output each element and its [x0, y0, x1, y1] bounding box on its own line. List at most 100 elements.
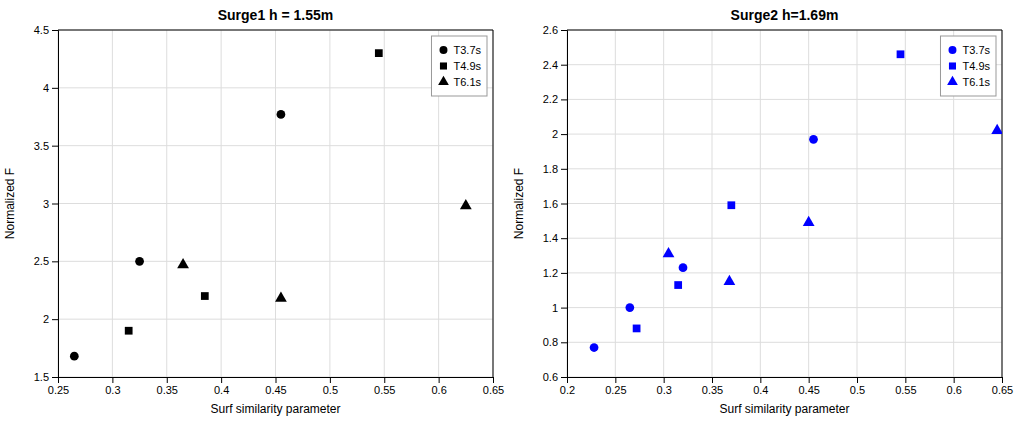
grid-line — [58, 87, 493, 88]
point — [663, 247, 675, 257]
point — [375, 49, 383, 57]
point — [590, 343, 599, 352]
tick: 2.2 — [543, 93, 567, 105]
legend-label: T3.7s — [453, 44, 481, 56]
tick-mark — [52, 204, 58, 205]
grid-line — [567, 203, 1002, 204]
tick-label: 1.5 — [34, 371, 49, 383]
tick: 2.5 — [34, 255, 58, 267]
tick-label: 4.5 — [34, 24, 49, 36]
point — [70, 352, 79, 361]
tick-mark — [615, 377, 616, 383]
grid-line — [58, 261, 493, 262]
tick-mark — [561, 204, 567, 205]
legend-item: T4.9s — [440, 60, 482, 72]
series — [663, 124, 1002, 285]
tick-label: 2.2 — [543, 93, 558, 105]
tick-mark — [112, 377, 113, 383]
tick-label: 1.8 — [543, 163, 558, 175]
tick: 2.4 — [543, 59, 567, 71]
tick-label: 0.35 — [157, 384, 178, 396]
legend-symbol — [947, 76, 958, 85]
tick-mark — [664, 377, 665, 383]
tick-mark — [905, 377, 906, 383]
tick: 0.55 — [895, 377, 916, 396]
tick: 0.25 — [48, 377, 69, 396]
tick-mark — [561, 65, 567, 66]
point — [674, 281, 682, 289]
tick-mark — [561, 238, 567, 239]
tick-mark — [493, 377, 494, 383]
grid-line — [58, 30, 493, 31]
tick-mark — [52, 261, 58, 262]
tick-mark — [760, 377, 761, 383]
tick-label: 0.5 — [323, 384, 338, 396]
tick: 3 — [43, 198, 58, 210]
legend: T3.7sT4.9sT6.1s — [940, 36, 996, 96]
tick: 0.2 — [560, 377, 575, 396]
tick-label: 0.8 — [543, 336, 558, 348]
legend-symbol — [948, 46, 956, 54]
tick: 0.6 — [543, 371, 567, 383]
point — [679, 263, 688, 272]
point — [177, 258, 189, 268]
point — [803, 216, 815, 226]
panel: 0.20.250.30.350.40.450.50.550.60.650.60.… — [512, 7, 1013, 416]
tick-label: 2.4 — [543, 59, 558, 71]
tick: 0.5 — [850, 377, 865, 396]
axis-line — [568, 378, 1003, 384]
grid-line — [567, 342, 1002, 343]
legend: T3.7s T4.9s T6.1s — [431, 36, 487, 96]
tick-label: 0.3 — [657, 384, 672, 396]
x-axis-title: Surf similarity parameter — [719, 402, 849, 416]
tick-label: 0.55 — [895, 384, 916, 396]
tick-label: 1.4 — [543, 232, 558, 244]
tick-label: 0.6 — [947, 384, 962, 396]
point — [991, 124, 1002, 134]
frame — [567, 30, 1002, 31]
tick-label: 0.4 — [753, 384, 768, 396]
grid — [567, 30, 1002, 377]
title: Surge1 h = 1.55m — [218, 7, 334, 23]
legend-item: T6.1s — [438, 76, 481, 88]
tick-mark — [809, 377, 810, 383]
tick-label: 0.2 — [560, 384, 575, 396]
grid-line — [567, 30, 1002, 31]
tick: 0.65 — [992, 377, 1013, 396]
tick: 0.65 — [483, 377, 504, 396]
grid-line — [567, 272, 1002, 273]
y-axis: 1.522.533.544.5 — [34, 24, 59, 383]
tick-label: 0.5 — [850, 384, 865, 396]
tick-label: 0.6 — [431, 384, 446, 396]
x-axis: 0.20.250.30.350.40.450.50.550.60.65 — [560, 377, 1013, 396]
plot-area — [70, 49, 472, 360]
grid — [58, 30, 493, 377]
tick-label: 0.65 — [992, 384, 1013, 396]
grid-line — [1002, 30, 1003, 377]
tick-label: 0.65 — [483, 384, 504, 396]
grid-line — [567, 64, 1002, 65]
tick-label: 0.6 — [543, 371, 558, 383]
tick-mark — [384, 377, 385, 383]
legend-symbol — [949, 62, 956, 69]
axis-line — [561, 31, 568, 378]
tick: 0.3 — [105, 377, 120, 396]
tick-mark — [52, 377, 58, 378]
tick-mark — [561, 30, 567, 31]
point — [201, 292, 209, 300]
tick-mark — [52, 146, 58, 147]
tick: 2 — [43, 313, 58, 325]
tick: 1.8 — [543, 163, 567, 175]
series — [177, 199, 472, 302]
point — [809, 135, 818, 144]
point — [135, 257, 144, 266]
tick-mark — [561, 134, 567, 135]
tick: 1.5 — [34, 371, 58, 383]
x-axis: 0.250.30.350.40.450.50.550.60.65 — [48, 377, 504, 396]
grid-line — [567, 238, 1002, 239]
tick: 1.6 — [543, 198, 567, 210]
tick-mark — [330, 377, 331, 383]
point — [724, 275, 736, 285]
title: Surge2 h=1.69m — [731, 7, 839, 23]
grid-line — [567, 168, 1002, 169]
